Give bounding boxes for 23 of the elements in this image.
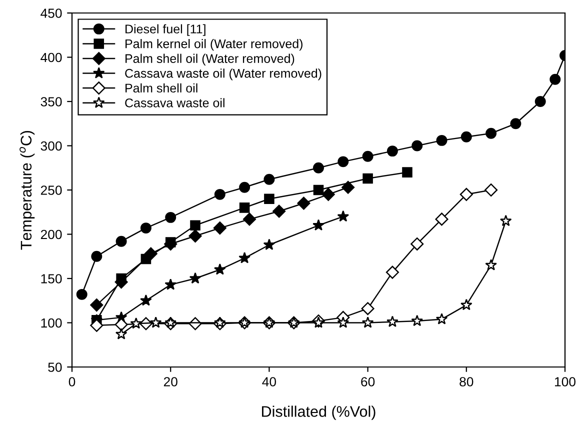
y-axis-title: Temperature ($^{o}$C) [20,130,35,250]
legend-label: Cassava waste oil [125,98,224,108]
legend-label: Cassava waste oil (Water removed) [125,68,322,80]
legend-label: Palm kernel oil (Water removed) [126,39,302,51]
x-axis-title: Distillated (%Vol) [262,406,376,420]
legend-label: Palm shell oil (Water removed) [126,54,294,66]
y-tick-label: 450 [40,8,62,18]
x-tick-label: 80 [460,377,474,386]
y-tick-label: 250 [40,186,62,195]
x-tick-label: 0 [68,377,76,386]
legend-label: Palm shell oil [126,83,198,93]
x-tick-label: 20 [164,377,178,386]
legend-label: Diesel fuel [11] [126,24,206,36]
y-tick-label: 350 [40,97,62,106]
x-tick-label: 100 [555,377,576,386]
y-tick-label: 100 [41,318,62,328]
y-tick-label: 300 [40,141,62,151]
y-tick-label: 150 [41,274,62,284]
y-tick-label: 400 [40,52,62,62]
y-tick-label: 50 [48,362,62,372]
x-tick-label: 40 [262,377,276,386]
y-tick-label: 200 [40,230,62,240]
x-tick-label: 60 [361,377,375,386]
